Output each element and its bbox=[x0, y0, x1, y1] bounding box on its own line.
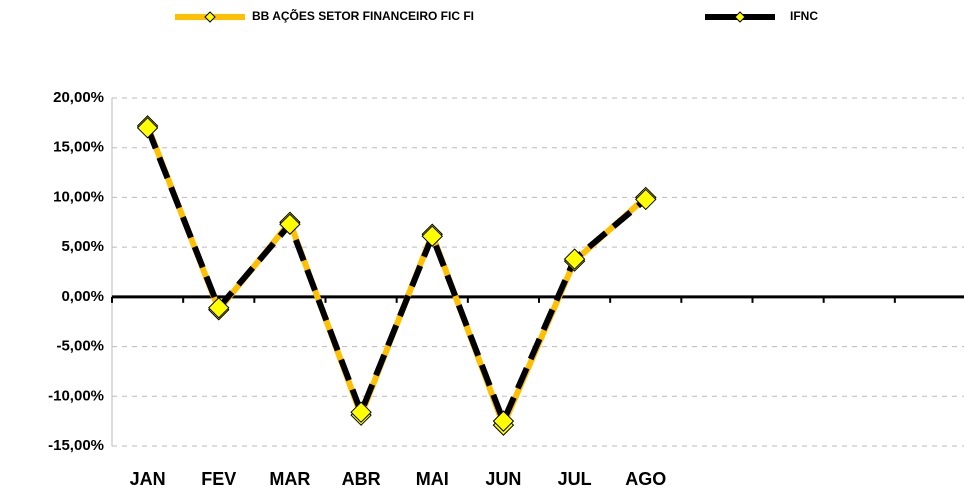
marker bbox=[279, 213, 301, 235]
marker bbox=[563, 248, 586, 270]
y-tick-label: 10,00% bbox=[53, 188, 104, 205]
y-tick-label: 5,00% bbox=[61, 238, 104, 255]
y-tick-label: -5,00% bbox=[56, 338, 104, 355]
marker bbox=[635, 188, 657, 211]
marker bbox=[350, 401, 372, 423]
legend-marker bbox=[734, 11, 746, 23]
x-tick-label: JAN bbox=[130, 469, 166, 489]
y-tick-label: -10,00% bbox=[48, 387, 104, 404]
y-tick-label: 20,00% bbox=[53, 89, 104, 106]
y-tick-label: -15,00% bbox=[48, 437, 104, 454]
series-line bbox=[144, 126, 648, 430]
marker bbox=[492, 410, 515, 432]
y-tick-label: 0,00% bbox=[61, 288, 104, 305]
legend-marker bbox=[204, 11, 216, 23]
x-tick-label: FEV bbox=[201, 469, 236, 489]
x-tick-label: JUL bbox=[558, 469, 592, 489]
x-tick-label: JUN bbox=[485, 469, 521, 489]
marker bbox=[421, 225, 443, 247]
x-tick-label: MAR bbox=[269, 469, 310, 489]
legend-label: BB AÇÕES SETOR FINANCEIRO FIC FI bbox=[252, 8, 474, 23]
x-tick-label: AGO bbox=[625, 469, 666, 489]
marker bbox=[208, 297, 230, 319]
legend-label: IFNC bbox=[790, 9, 818, 23]
x-tick-label: ABR bbox=[342, 469, 381, 489]
series-line bbox=[144, 124, 648, 434]
x-tick-label: MAI bbox=[416, 469, 449, 489]
y-tick-label: 15,00% bbox=[53, 139, 104, 156]
marker bbox=[136, 117, 159, 139]
